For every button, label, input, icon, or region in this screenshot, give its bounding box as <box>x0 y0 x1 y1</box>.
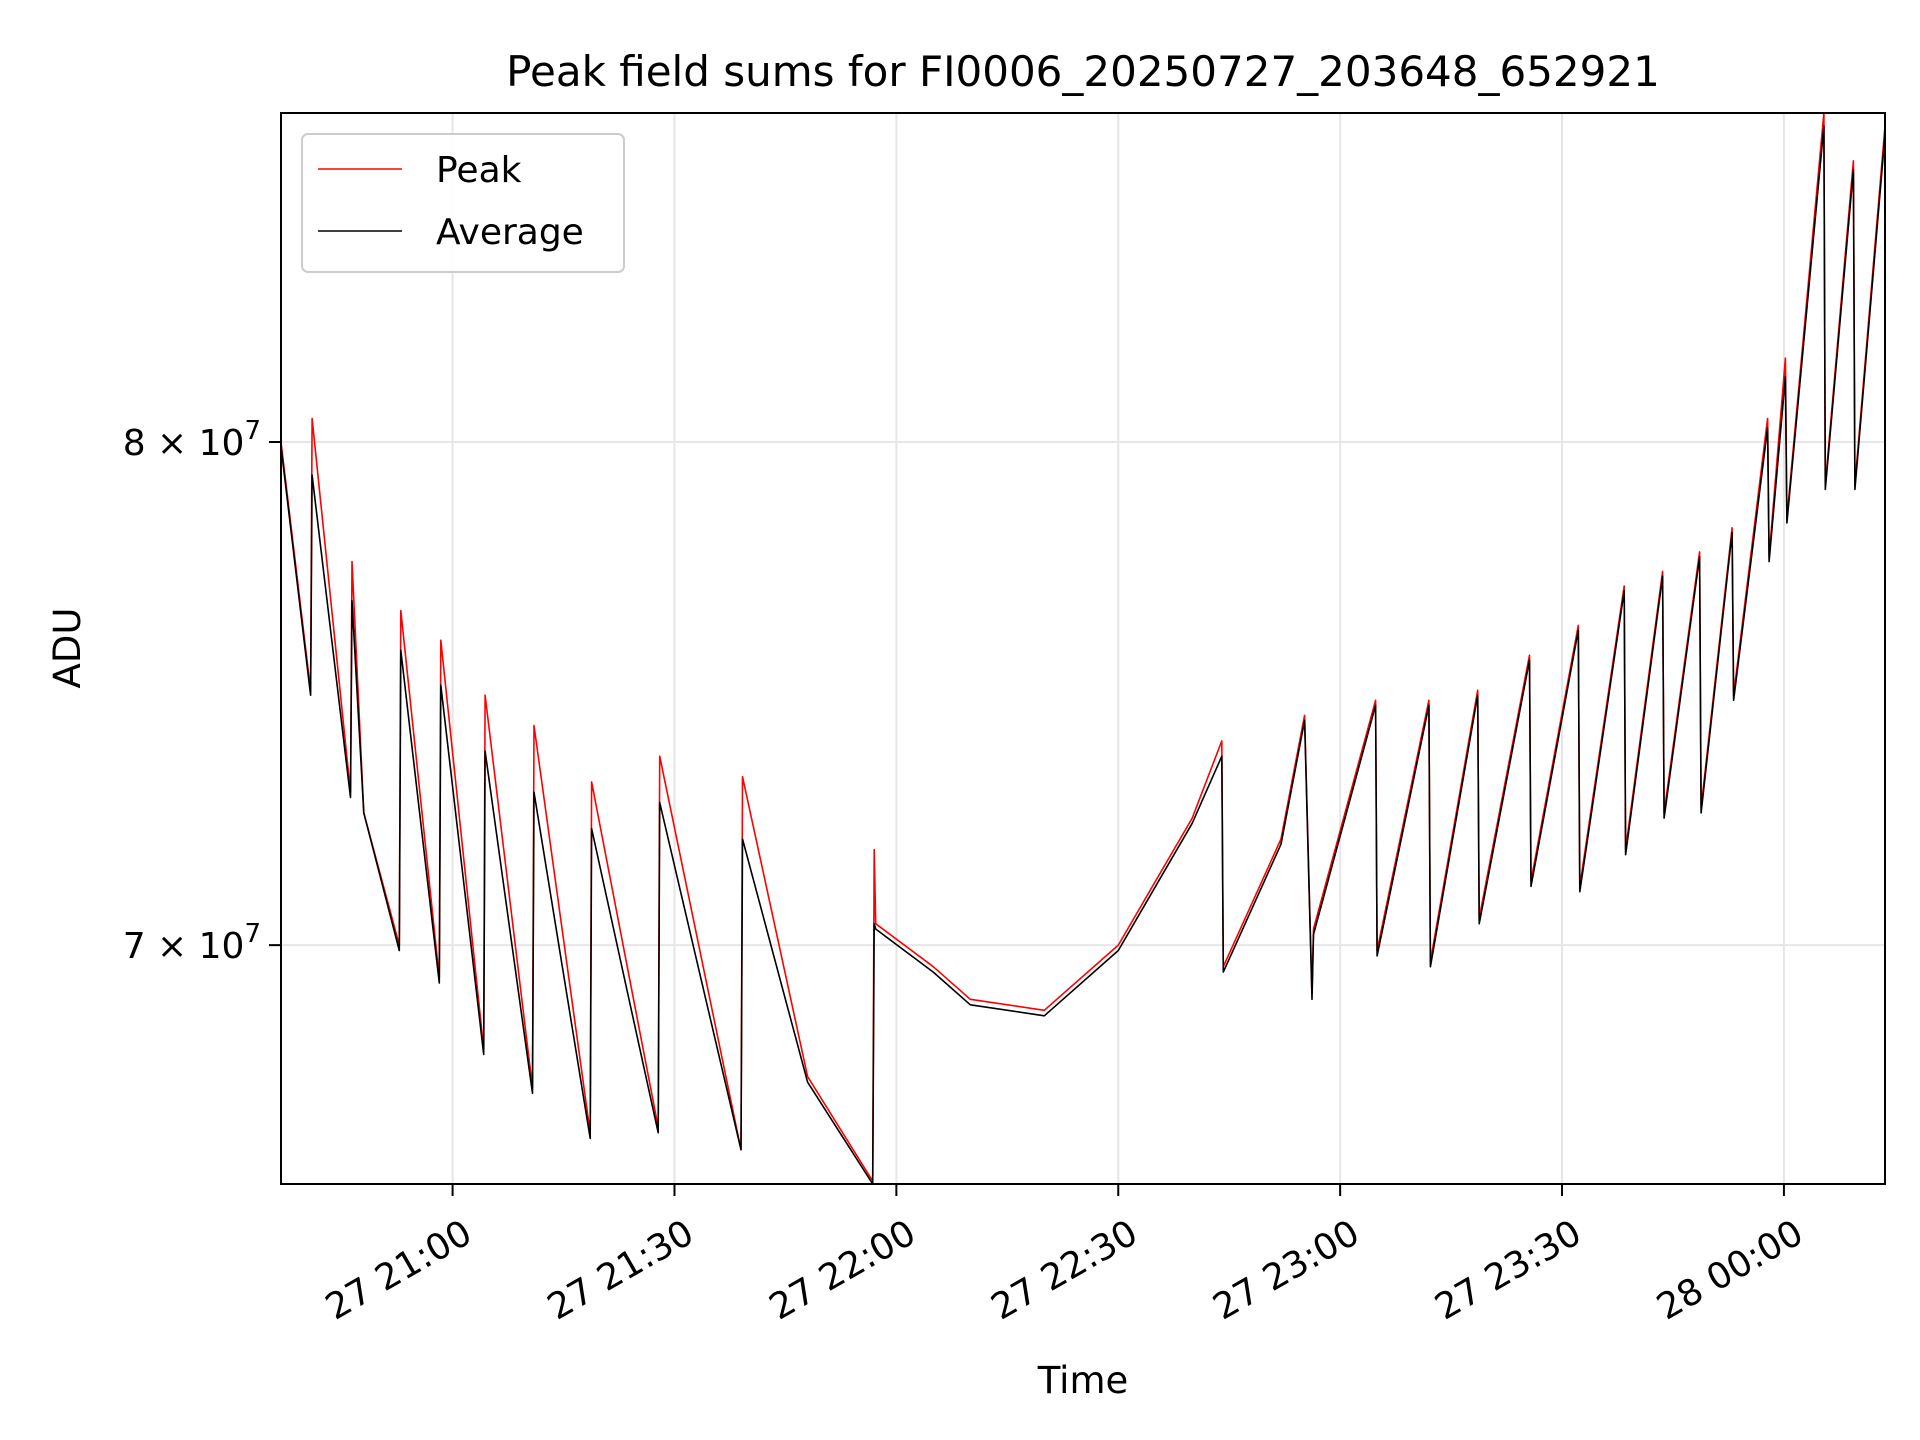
y-tick-label-exponent: 7 <box>244 919 261 949</box>
y-tick-label-base: 7 × 10 <box>123 926 245 967</box>
y-tick-label-base: 8 × 10 <box>123 423 245 464</box>
legend-label-peak: Peak <box>436 150 522 191</box>
y-tick-label: 8 × 107 <box>123 416 261 464</box>
y-tick-label-exponent: 7 <box>244 416 261 446</box>
y-axis-label: ADU <box>46 608 89 689</box>
series-line-average <box>280 125 1886 1185</box>
series-layer <box>280 112 1886 1185</box>
x-axis-label: Time <box>1037 1359 1129 1402</box>
y-tick-label: 7 × 107 <box>123 919 261 967</box>
chart-title: Peak field sums for FI0006_20250727_2036… <box>506 47 1660 96</box>
legend: Peak Average <box>301 133 625 273</box>
plot-area-frame <box>280 112 1886 1185</box>
grid-lines <box>281 113 1885 1184</box>
legend-label-average: Average <box>436 212 584 253</box>
